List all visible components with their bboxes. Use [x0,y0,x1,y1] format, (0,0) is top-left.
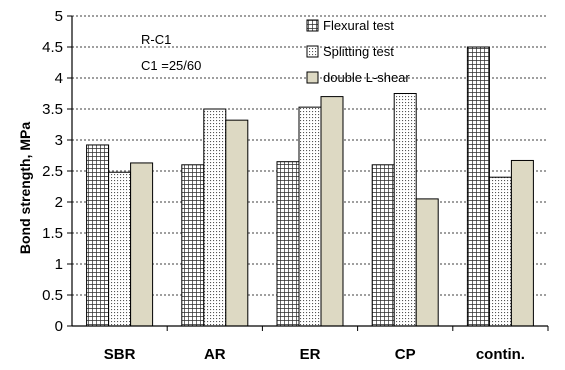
legend-label: double L-shear [323,70,410,85]
axes [71,16,549,331]
x-category-labels: SBR AR ER CP contin. [104,346,525,363]
y-tick-label: 1 [55,256,63,273]
bar-dots-contin [488,176,512,327]
y-tick-label: 1.5 [42,225,63,242]
y-tick-label: 3 [55,132,63,149]
bar-solid-contin [510,159,534,327]
bar-grid-cp [371,164,395,327]
annotations: R-C1 C1 =25/60 [141,32,201,73]
x-category-label: SBR [104,346,136,363]
bar-grid-er [276,161,300,327]
bar-grid-contin [466,46,490,327]
y-tick-label: 5 [55,8,63,25]
y-tick-label: 2.5 [42,163,63,180]
bar-dots-cp [393,93,417,327]
bar-solid-ar [225,119,249,327]
bar-grid-ar [181,164,205,327]
bar-solid-sbr [130,162,154,327]
bar-dots-ar [203,108,227,327]
legend-label: Splitting test [323,44,394,59]
y-tick-label: 3.5 [42,101,63,118]
x-category-label: ER [300,346,321,363]
y-tick-label: 2 [55,194,63,211]
x-category-label: contin. [476,346,525,363]
legend: Flexural test Splitting test double L-shea… [306,18,410,85]
y-tick-label: 0.5 [42,287,63,304]
annotation-sample-id: R-C1 [141,32,171,47]
bar-dots-er [298,106,322,327]
legend-swatch [306,19,319,32]
bar-solid-cp [415,198,439,327]
x-category-label: CP [395,346,416,363]
legend-label: Flexural test [323,18,394,33]
bar-dots-sbr [108,171,132,327]
annotation-ratio: C1 =25/60 [141,58,201,73]
bars [86,46,534,327]
legend-swatch [306,71,319,84]
x-category-label: AR [204,346,226,363]
legend-swatch [306,45,319,58]
y-axis-title: Bond strength, MPa [17,122,33,254]
y-tick-label: 4.5 [42,39,63,56]
y-tick-label: 4 [55,70,63,87]
bar-solid-er [320,96,344,327]
y-tick-label: 0 [55,318,63,335]
bar-grid-sbr [86,144,110,327]
y-tick-labels: 0 0.5 1 1.5 2 2.5 3 3.5 4 4.5 5 [42,8,63,335]
